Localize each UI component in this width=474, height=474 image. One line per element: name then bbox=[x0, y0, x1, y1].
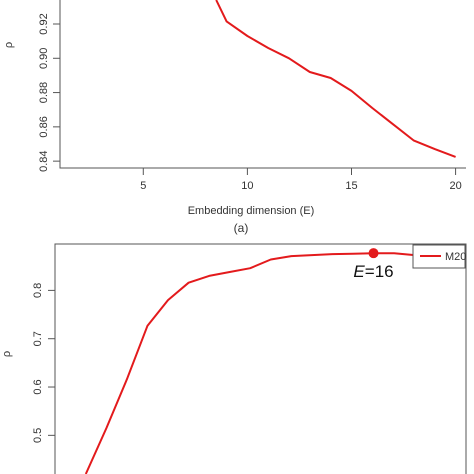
legend-label: M20 bbox=[445, 251, 466, 263]
x-tick-label: 5 bbox=[140, 180, 146, 192]
y-tick-label: 0.86 bbox=[38, 116, 50, 137]
y-tick-label: 0.5 bbox=[32, 428, 44, 443]
panel-b-axes bbox=[54, 243, 467, 474]
series-line bbox=[215, 0, 456, 158]
x-tick-label: 20 bbox=[449, 180, 461, 192]
panel-a-x-axis-label: Embedding dimension (E) bbox=[188, 205, 315, 217]
legend: M20 bbox=[412, 244, 466, 269]
highlight-marker bbox=[368, 248, 379, 259]
panel-b-y-axis-label: ρ bbox=[1, 351, 13, 357]
y-tick-label: 0.8 bbox=[32, 283, 44, 298]
y-tick-label: 0.6 bbox=[32, 379, 44, 394]
panel-a-label: (a) bbox=[234, 221, 249, 235]
chart-panel-a: 0.84 0.86 0.88 0.90 0.92 5 10 15 20 ρ Embedding… bbox=[3, 0, 466, 235]
y-tick-label: 0.92 bbox=[38, 13, 50, 34]
panel-a-y-axis-label: ρ bbox=[3, 42, 15, 48]
y-tick-label: 0.88 bbox=[38, 82, 50, 103]
highlight-annotation: E=16 bbox=[353, 262, 393, 281]
y-tick-label: 0.84 bbox=[38, 150, 50, 171]
panel-a-series bbox=[215, 0, 456, 158]
panel-a-x-ticks: 5 10 15 20 bbox=[140, 168, 462, 192]
panel-a-axes bbox=[59, 0, 466, 169]
chart-panel-b: 0.5 0.6 0.7 0.8 E=16 ρ M20 bbox=[1, 243, 467, 474]
x-tick-label: 15 bbox=[345, 180, 357, 192]
annotation-italic-e: E bbox=[353, 262, 365, 281]
panel-b-series bbox=[84, 252, 415, 474]
panel-b-y-ticks: 0.5 0.6 0.7 0.8 bbox=[32, 283, 55, 443]
x-tick-label: 10 bbox=[241, 180, 253, 192]
series-line bbox=[84, 252, 415, 474]
y-tick-label: 0.7 bbox=[32, 331, 44, 346]
panel-a-y-ticks: 0.84 0.86 0.88 0.90 0.92 bbox=[38, 13, 60, 172]
annotation-value: =16 bbox=[365, 262, 394, 281]
y-tick-label: 0.90 bbox=[38, 48, 50, 69]
